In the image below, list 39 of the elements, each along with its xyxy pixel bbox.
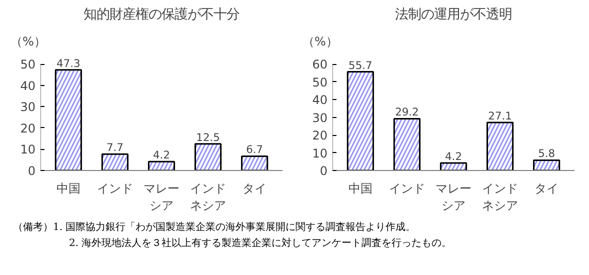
- y-tick-label: 10: [20, 142, 36, 157]
- data-label: 47.3: [56, 56, 80, 70]
- x-tick-label: インド: [96, 182, 133, 196]
- y-tick-label: 20: [20, 121, 36, 136]
- x-tick-label: タイ: [534, 182, 559, 196]
- y-tick-label: 40: [312, 93, 328, 108]
- data-label: 4.2: [153, 148, 170, 162]
- text: （備考）1. 国際協力銀行「わが国製造業企業の海外事業展開に関する調査報告より作成。: [13, 220, 417, 235]
- y-tick-label: 50: [20, 58, 36, 72]
- data-label: 5.8: [538, 147, 556, 160]
- y-tick-label: 0: [28, 164, 36, 178]
- y-tick-label: 40: [20, 78, 36, 93]
- data-label: 4.2: [445, 150, 462, 164]
- chart-title: 知的財産権の保護が不十分: [84, 6, 240, 22]
- x-tick-label: インドネシア: [190, 182, 226, 212]
- y-axis-title: （%）: [302, 34, 338, 48]
- x-tick-label: インドネシア: [482, 182, 518, 212]
- y-tick-label: 30: [312, 110, 328, 125]
- data-label: 7.7: [106, 141, 124, 154]
- x-tick-label: マレーシア: [144, 182, 180, 212]
- x-tick-label: タイ: [242, 182, 267, 196]
- text: 2. 海外現地法人を３社以上有する製造業企業に対してアンケート調査を行ったもの。: [68, 236, 452, 251]
- y-tick-label: 0: [320, 164, 328, 178]
- y-tick-label: 10: [312, 146, 328, 160]
- y-tick-label: 30: [20, 100, 36, 114]
- y-axis-title: （%）: [10, 34, 46, 48]
- data-label: 27.1: [488, 109, 512, 122]
- x-tick-label: インド: [388, 182, 425, 196]
- data-label: 6.7: [246, 143, 264, 156]
- y-tick-label: 20: [312, 128, 328, 143]
- x-tick-label: 中国: [56, 182, 80, 196]
- y-tick-label: 60: [312, 58, 328, 72]
- data-label: 55.7: [348, 58, 372, 72]
- x-tick-label: マレーシア: [436, 182, 472, 212]
- chart-title: 法制の運用が不透明: [395, 8, 512, 22]
- y-tick-label: 50: [312, 75, 328, 90]
- data-label: 29.2: [395, 106, 419, 119]
- x-tick-label: 中国: [348, 182, 372, 196]
- data-label: 12.5: [196, 130, 220, 144]
